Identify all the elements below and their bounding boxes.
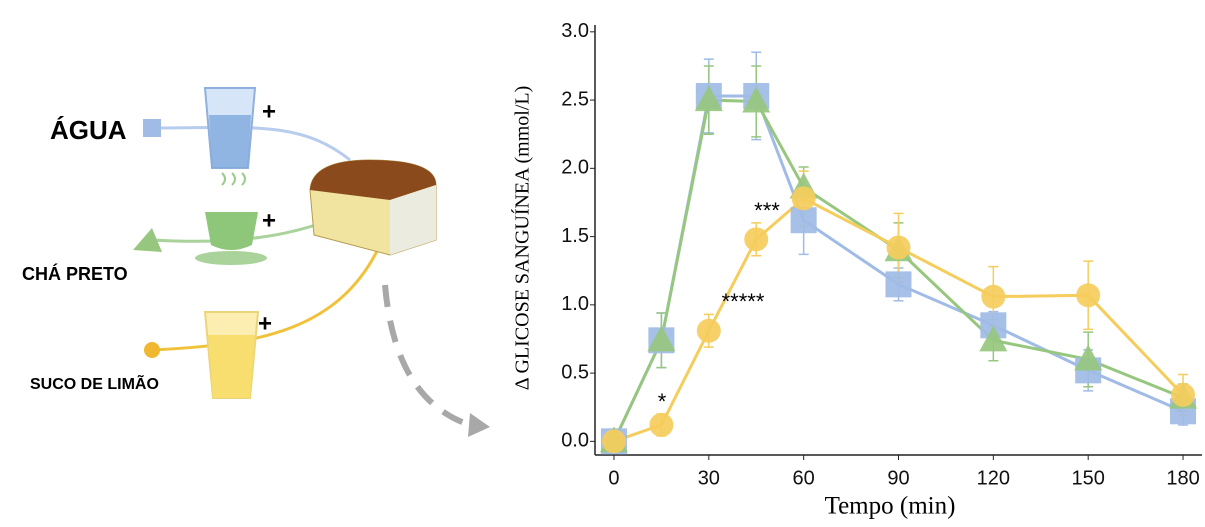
water [209, 115, 251, 168]
marker [886, 235, 911, 260]
marker [981, 284, 1006, 309]
marker [649, 412, 674, 437]
plus-sign: + [262, 98, 276, 125]
y-tick-label: 3.0 [561, 20, 589, 42]
steam [221, 172, 246, 186]
marker [742, 86, 771, 113]
marker [1076, 283, 1101, 308]
y-axis-label: Δ GLICOSE SANGUÍNEA (mmol/L) [511, 86, 534, 391]
bread-side [390, 185, 436, 255]
marker [647, 325, 676, 352]
arrow-head [468, 413, 490, 437]
marker [791, 186, 816, 211]
marker [744, 227, 769, 252]
illustration: ÁGUA CHÁ PRETO SUCO DE LIMÃO + + + [22, 87, 490, 437]
water-line [151, 125, 351, 162]
lemon-label: SUCO DE LIMÃO [30, 373, 159, 393]
marker [979, 325, 1008, 352]
annotation: ***** [722, 289, 765, 314]
bread-crust [310, 160, 436, 200]
lemon-line [151, 244, 382, 352]
plus-sign: + [262, 207, 276, 234]
tea-label: CHÁ PRETO [22, 263, 128, 284]
lemon-juice [208, 335, 255, 398]
saucer [195, 251, 267, 265]
water-label: ÁGUA [50, 115, 127, 145]
plus-sign: + [258, 310, 272, 337]
tea-cup [205, 212, 258, 250]
marker [1171, 382, 1196, 407]
y-tick-label: 1.5 [561, 225, 589, 247]
x-tick-label: 150 [1072, 467, 1105, 489]
x-tick-label: 120 [977, 467, 1010, 489]
x-tick-label: 60 [793, 467, 815, 489]
marker [696, 318, 721, 343]
x-tick-label: 30 [698, 467, 720, 489]
tea-icon [133, 228, 162, 252]
y-tick-label: 0.0 [561, 430, 589, 452]
arrow [382, 284, 471, 428]
marker [1074, 344, 1103, 371]
annotation: * [658, 389, 667, 414]
x-tick-label: 90 [887, 467, 909, 489]
x-axis-label: Tempo (min) [825, 493, 956, 520]
marker [694, 85, 723, 112]
marker [601, 429, 626, 454]
x-tick-label: 0 [608, 467, 619, 489]
marker [790, 207, 817, 234]
y-tick-label: 1.0 [561, 293, 589, 315]
annotation: *** [754, 198, 780, 223]
lemon-icon [144, 342, 160, 358]
y-tick-label: 2.5 [561, 88, 589, 110]
y-tick-label: 2.0 [561, 157, 589, 179]
x-tick-label: 180 [1166, 467, 1199, 489]
marker [885, 271, 912, 298]
water-icon [143, 119, 161, 137]
y-tick-label: 0.5 [561, 361, 589, 383]
